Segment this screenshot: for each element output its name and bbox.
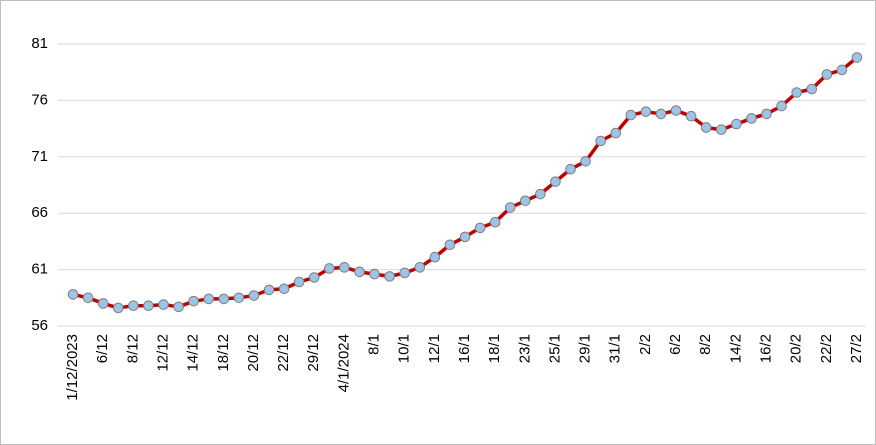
marker bbox=[550, 176, 561, 187]
marker bbox=[293, 276, 305, 288]
marker bbox=[746, 113, 757, 124]
x-tick-label: 8/1 bbox=[366, 334, 383, 355]
x-tick-label: 20/12 bbox=[245, 334, 262, 372]
marker bbox=[158, 299, 169, 310]
marker bbox=[82, 292, 94, 304]
marker bbox=[595, 135, 606, 147]
marker bbox=[278, 283, 290, 295]
x-tick-label: 16/1 bbox=[456, 334, 473, 363]
marker bbox=[640, 106, 652, 117]
x-tick-label: 1/12/2023 bbox=[64, 334, 81, 401]
x-tick-label: 25/1 bbox=[546, 334, 563, 363]
x-tick-label: 18/1 bbox=[486, 334, 503, 363]
marker bbox=[218, 293, 230, 305]
x-tick-label: 20/2 bbox=[788, 334, 805, 363]
marker bbox=[97, 298, 109, 309]
marker bbox=[67, 289, 79, 300]
marker bbox=[128, 300, 139, 311]
marker bbox=[339, 262, 350, 273]
x-tick-label: 4/1/2024 bbox=[335, 334, 352, 392]
x-tick-label: 12/12 bbox=[154, 334, 171, 372]
marker bbox=[399, 267, 410, 279]
marker bbox=[324, 263, 335, 274]
x-tick-label: 27/2 bbox=[848, 334, 865, 363]
marker bbox=[248, 290, 260, 301]
marker bbox=[489, 216, 501, 228]
marker bbox=[625, 109, 637, 121]
x-tick-label: 2/2 bbox=[637, 334, 654, 355]
marker bbox=[836, 64, 848, 76]
marker bbox=[369, 268, 380, 280]
x-tick-label: 10/1 bbox=[396, 334, 413, 363]
x-tick-label: 12/1 bbox=[426, 334, 443, 363]
x-tick-label: 29/12 bbox=[305, 334, 322, 372]
marker bbox=[308, 272, 320, 283]
marker bbox=[700, 122, 712, 133]
marker bbox=[143, 300, 154, 311]
x-tick-label: 14/2 bbox=[727, 334, 744, 363]
marker bbox=[414, 262, 426, 273]
marker bbox=[459, 231, 471, 243]
x-tick-label: 23/1 bbox=[516, 334, 533, 363]
marker bbox=[821, 69, 833, 80]
marker bbox=[233, 292, 245, 304]
x-tick-label: 22/12 bbox=[275, 334, 292, 372]
x-tick-label: 6/2 bbox=[667, 334, 684, 355]
y-tick-label: 81 bbox=[31, 35, 48, 52]
marker bbox=[203, 293, 215, 305]
y-tick-label: 76 bbox=[31, 91, 48, 108]
marker bbox=[731, 118, 742, 130]
marker bbox=[188, 295, 199, 307]
marker bbox=[610, 127, 622, 139]
x-tick-label: 8/2 bbox=[697, 334, 714, 355]
marker bbox=[429, 251, 441, 263]
marker bbox=[685, 110, 697, 122]
marker bbox=[263, 284, 275, 296]
marker bbox=[173, 301, 184, 313]
marker bbox=[715, 124, 727, 136]
y-tick-label: 61 bbox=[31, 261, 48, 278]
marker bbox=[670, 105, 682, 116]
x-tick-label: 8/12 bbox=[124, 334, 141, 363]
marker bbox=[444, 239, 456, 251]
y-tick-label: 71 bbox=[31, 148, 48, 165]
x-tick-label: 18/12 bbox=[215, 334, 232, 372]
x-tick-label: 14/12 bbox=[185, 334, 202, 372]
marker bbox=[776, 100, 787, 112]
marker bbox=[354, 266, 365, 278]
y-tick-label: 66 bbox=[31, 204, 48, 221]
marker bbox=[384, 271, 395, 282]
marker bbox=[806, 83, 818, 95]
marker bbox=[474, 222, 486, 234]
marker bbox=[535, 188, 546, 200]
marker bbox=[580, 156, 591, 167]
marker bbox=[655, 108, 667, 120]
x-tick-label: 29/1 bbox=[577, 334, 594, 363]
x-tick-label: 31/1 bbox=[607, 334, 624, 363]
x-tick-label: 6/12 bbox=[94, 334, 111, 363]
marker bbox=[761, 108, 772, 120]
y-tick-label: 56 bbox=[31, 317, 48, 334]
marker bbox=[851, 52, 863, 63]
marker bbox=[791, 87, 802, 98]
marker bbox=[112, 302, 124, 314]
x-tick-label: 16/2 bbox=[757, 334, 774, 363]
x-tick-label: 22/2 bbox=[818, 334, 835, 363]
marker bbox=[504, 202, 516, 213]
marker bbox=[565, 163, 576, 175]
marker bbox=[520, 195, 531, 207]
